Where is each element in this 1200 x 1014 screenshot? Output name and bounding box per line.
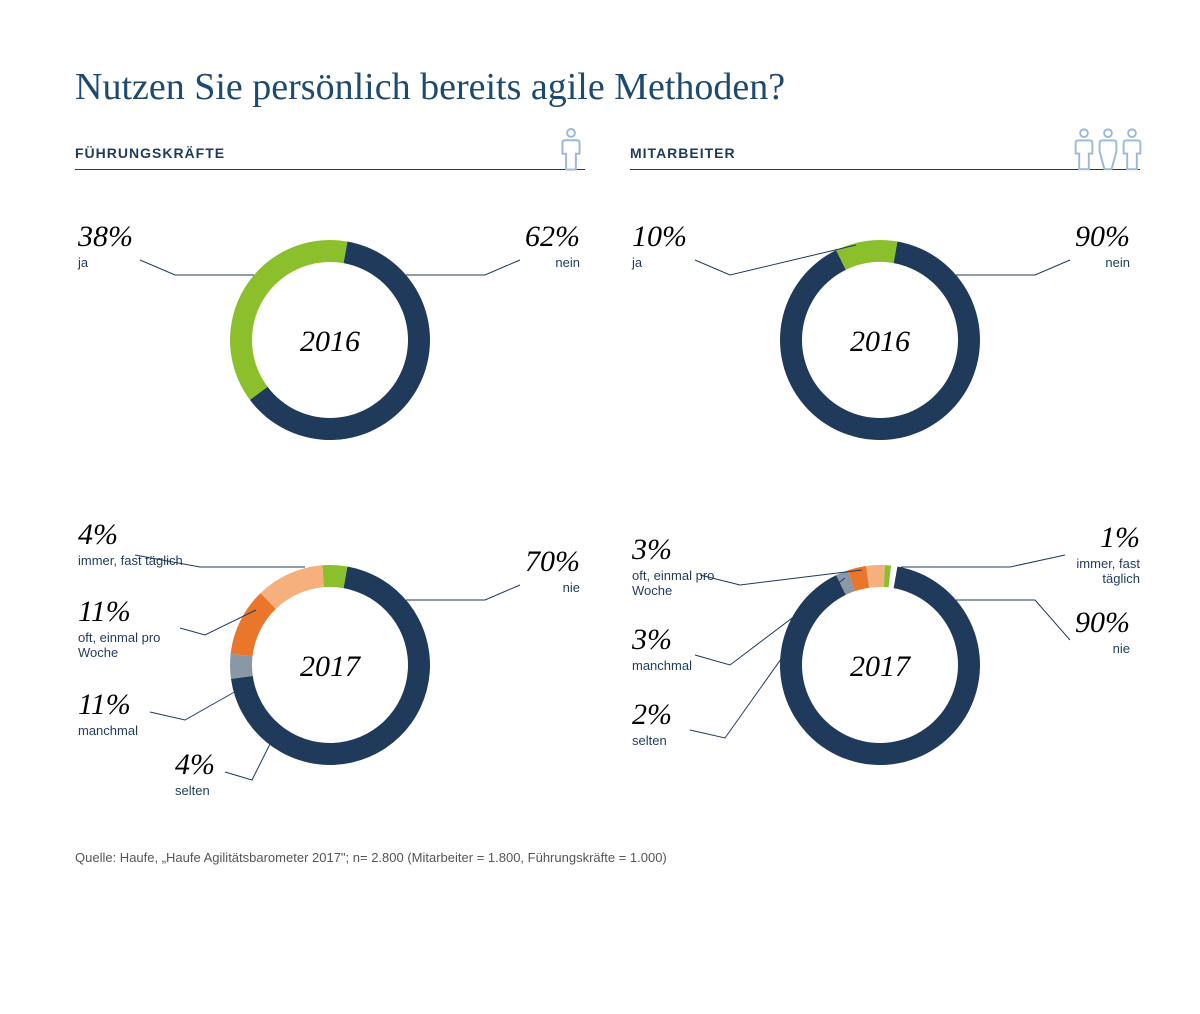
lbl-m2017-nie: 90% nie <box>1070 608 1130 656</box>
source-text: Quelle: Haufe, „Haufe Agilitätsbarometer… <box>75 850 667 865</box>
lbl-m2017-manchmal: 3% manchmal <box>632 625 692 673</box>
lbl-m2017-immer: 1% immer, fast täglich <box>1040 523 1140 586</box>
lbl-m2017-selten: 2% selten <box>632 700 672 748</box>
page: Nutzen Sie persönlich bereits agile Meth… <box>0 0 1200 1014</box>
lbl-m2017-oft: 3% oft, einmal pro Woche <box>632 535 742 598</box>
